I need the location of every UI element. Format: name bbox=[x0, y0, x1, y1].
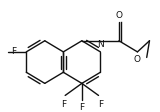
Text: O: O bbox=[134, 55, 141, 64]
Text: F: F bbox=[61, 100, 66, 109]
Text: F: F bbox=[11, 47, 17, 56]
Text: O: O bbox=[115, 11, 122, 20]
Text: N: N bbox=[97, 40, 104, 49]
Text: F: F bbox=[79, 103, 84, 112]
Text: F: F bbox=[98, 100, 103, 109]
